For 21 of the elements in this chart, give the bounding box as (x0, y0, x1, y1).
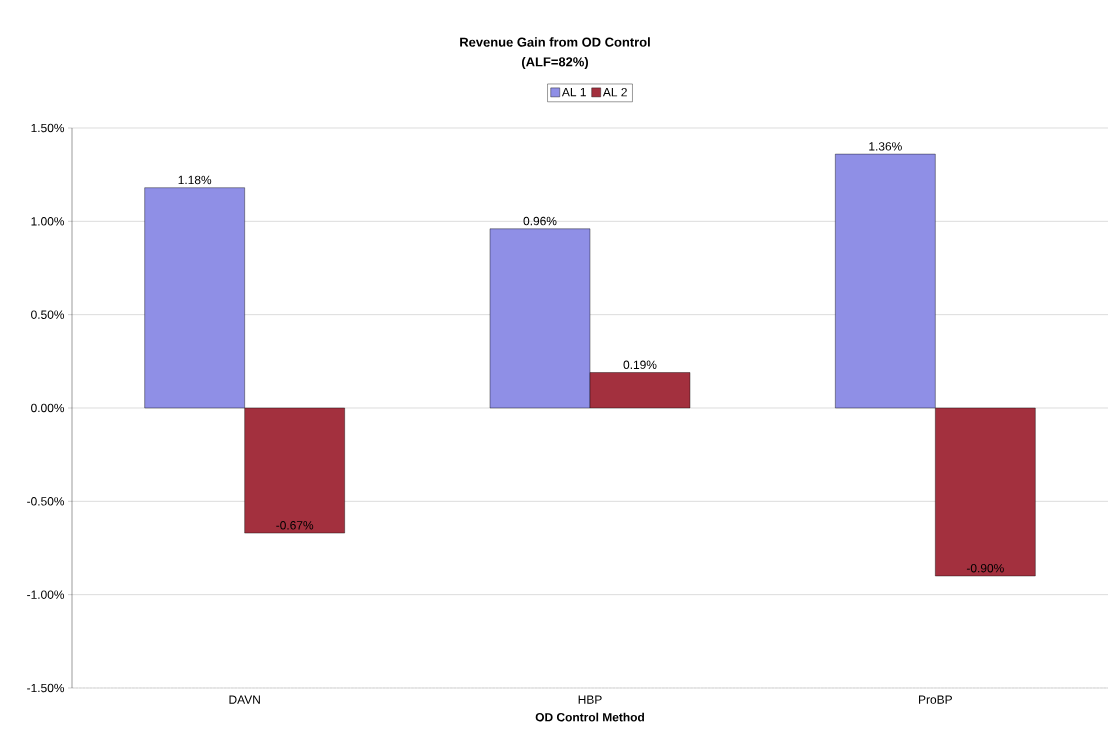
data-label: 0.96% (523, 216, 557, 226)
data-label: 1.18% (178, 175, 212, 185)
legend-label: AL 2 (602, 87, 627, 97)
chart-subtitle: (ALF=82%) (522, 56, 588, 70)
x-tick-label: DAVN (229, 695, 260, 704)
x-axis-title: OD Control Method (535, 712, 644, 722)
x-tick-label: HBP (578, 695, 602, 704)
y-tick-label: -1.50% (27, 683, 65, 693)
data-label: 1.36% (869, 142, 902, 151)
x-tick-label: ProBP (919, 695, 952, 704)
y-tick-label: 0.50% (31, 310, 65, 319)
y-tick-label: -1.00% (27, 590, 65, 599)
y-tick-label: 1.50% (31, 123, 65, 133)
legend-label: AL 1 (561, 88, 586, 97)
y-tick-label: 0.00% (31, 403, 65, 413)
data-label: -0.90% (966, 564, 1004, 573)
data-label: -0.67% (276, 521, 314, 530)
chart-title: Revenue Gain from OD Control (460, 37, 650, 47)
y-tick-label: -0.50% (27, 497, 65, 506)
data-label: 0.19% (623, 360, 657, 369)
y-tick-label: 1.00% (31, 217, 65, 226)
